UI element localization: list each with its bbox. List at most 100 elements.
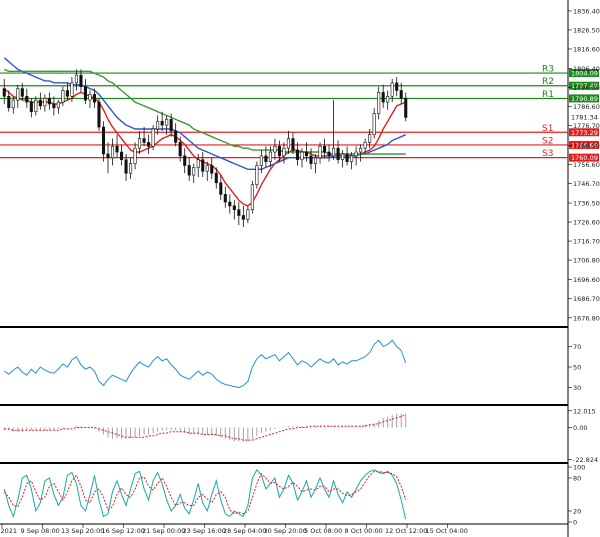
candle-body: [160, 120, 164, 126]
candle-body: [390, 82, 394, 97]
time-tick-label: 8 Oct 00:00: [345, 527, 383, 535]
candle-body: [169, 119, 173, 132]
level-labels: R3 1804.09 R2 1797.49 R1 1790.89 S1 1773.29 S2 17…: [542, 65, 599, 162]
stoch-tick-label: 0: [573, 519, 577, 527]
candle-body: [372, 113, 376, 136]
candle-body: [250, 184, 254, 211]
level-value-r1: 1790.89: [571, 95, 598, 103]
time-tick-label: 5 Oct 08:00: [304, 527, 342, 535]
level-value-tag-s1: [569, 128, 599, 137]
level-name-r2: R2: [542, 77, 554, 87]
stochastic-pane: 100 80 20 0: [3, 464, 585, 527]
candle-body: [56, 101, 60, 109]
time-tick-label: 15 Oct 04:00: [426, 527, 468, 535]
candle-body: [129, 163, 133, 174]
stoch-d-line: [3, 470, 407, 515]
stoch-k-line: [3, 468, 407, 520]
price-tick-label: 1776.70: [573, 122, 600, 130]
candle-body: [201, 159, 205, 172]
candle-body: [178, 142, 182, 157]
price-tick-label: 1806.40: [573, 65, 600, 73]
level-value-tag-r3: [569, 69, 599, 78]
level-value-r3: 1804.09: [571, 70, 598, 78]
price-tick-label: 1766.50: [573, 142, 600, 150]
price-tick-label: 1736.50: [573, 199, 600, 207]
candle-body: [25, 95, 29, 103]
price-tick-label: 1816.60: [573, 45, 600, 53]
candle-body: [336, 147, 340, 161]
stoch-tick-label: 20: [573, 508, 581, 516]
candle-body: [377, 92, 381, 114]
level-value-s3: 1760.09: [571, 154, 598, 162]
time-tick-label: 16 Sep 12:00: [102, 527, 145, 535]
rsi-pane: 70 50 30: [4, 339, 581, 392]
candle-body: [214, 172, 218, 184]
candle-body: [282, 147, 286, 157]
level-name-s3: S3: [542, 149, 553, 159]
candle-body: [345, 153, 349, 162]
candle-body: [147, 142, 151, 147]
current-price-box: [569, 112, 599, 121]
rsi-tick-label: 30: [573, 384, 581, 392]
time-tick-label: 9 Sep 08:00: [21, 527, 60, 535]
candle-body: [350, 155, 354, 162]
price-tick-label: 1706.80: [573, 257, 600, 265]
candle-body: [232, 205, 236, 211]
time-tick-label: 21 Sep 00:00: [142, 527, 185, 535]
price-tick-label: 1796.50: [573, 84, 600, 92]
candle-body: [165, 119, 169, 126]
level-name-s1: S1: [542, 124, 553, 134]
candle-body: [196, 159, 200, 168]
candle-body: [313, 157, 318, 164]
candle-body: [192, 167, 196, 176]
candle-body: [264, 155, 268, 162]
candle-body: [219, 182, 223, 195]
candle-body: [29, 101, 33, 112]
candle-body: [101, 126, 106, 155]
price-tick-label: 1696.60: [573, 276, 600, 284]
candle-body: [246, 209, 250, 220]
candle-body: [38, 99, 42, 107]
candle-body: [183, 155, 187, 166]
level-value-tag-r1: [569, 94, 599, 103]
level-value-tag-s3: [569, 153, 599, 162]
candle-body: [304, 151, 309, 157]
candle-body: [151, 128, 155, 147]
price-tick-label: 1726.60: [573, 219, 600, 227]
time-tick-label: 30 Sep 20:00: [264, 527, 307, 535]
price-tick-label: 1756.60: [573, 161, 600, 169]
candle-body: [223, 194, 227, 203]
candle-body: [124, 159, 128, 174]
candle-body: [277, 145, 281, 157]
level-value-r2: 1797.49: [571, 82, 598, 90]
time-tick-label: 28 Sep 04:00: [223, 527, 266, 535]
candle-body: [88, 94, 92, 101]
candle-body: [354, 151, 358, 157]
current-price-tag: 1781.34: [569, 112, 599, 121]
candle-body: [110, 145, 115, 159]
price-tick-label: 1676.80: [573, 314, 600, 322]
candle-body: [205, 165, 209, 172]
price-tick-label: 1826.50: [573, 26, 600, 34]
candle-body: [291, 138, 295, 151]
macd-tick-label: 0.00: [573, 424, 587, 432]
candle-body: [386, 95, 390, 103]
price-tick-label: 1786.60: [573, 103, 600, 111]
candle-body: [359, 147, 363, 153]
candle-body: [332, 147, 336, 157]
price-tick-label: 1746.70: [573, 180, 600, 188]
candle-body: [187, 165, 191, 176]
candle-body: [79, 74, 83, 87]
macd-tick-label: -22.824: [573, 456, 598, 464]
candle-body: [318, 145, 322, 159]
candle-body: [174, 130, 178, 143]
candle-body: [395, 82, 399, 91]
candle-body: [70, 82, 74, 97]
macd-signal-line: [4, 414, 406, 441]
candle-body: [52, 103, 56, 109]
candle-body: [43, 97, 47, 107]
candle-body: [106, 153, 110, 159]
candle-body: [34, 99, 38, 112]
candle-body: [11, 99, 15, 109]
